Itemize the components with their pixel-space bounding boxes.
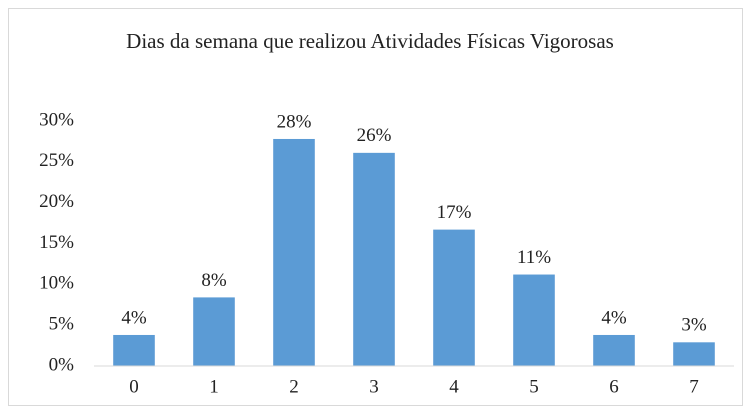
data-label: 3% xyxy=(681,315,707,336)
chart-title: Dias da semana que realizou Atividades F… xyxy=(126,29,614,53)
data-label: 17% xyxy=(437,202,472,223)
data-label: 8% xyxy=(201,270,227,291)
y-tick-label: 15% xyxy=(39,232,74,253)
x-tick-label: 0 xyxy=(129,376,139,397)
bar xyxy=(513,274,555,366)
data-label: 26% xyxy=(357,125,392,146)
y-tick-label: 30% xyxy=(39,109,74,130)
bar xyxy=(273,138,315,366)
y-tick-label: 20% xyxy=(39,191,74,212)
bar xyxy=(353,152,395,366)
y-tick-label: 0% xyxy=(49,354,75,375)
x-tick-label: 2 xyxy=(289,376,299,397)
x-tick-label: 6 xyxy=(609,376,619,397)
y-tick-label: 5% xyxy=(49,314,75,335)
x-tick-label: 4 xyxy=(449,376,459,397)
y-tick-label: 25% xyxy=(39,150,74,171)
x-tick-label: 3 xyxy=(369,376,379,397)
bar xyxy=(673,342,715,366)
bar xyxy=(433,229,475,366)
x-tick-label: 1 xyxy=(209,376,219,397)
data-label: 4% xyxy=(601,307,627,328)
x-tick-label: 5 xyxy=(529,376,539,397)
data-label: 4% xyxy=(121,307,147,328)
bar xyxy=(193,297,235,366)
data-label: 28% xyxy=(277,111,312,132)
y-tick-label: 10% xyxy=(39,273,74,294)
bar xyxy=(593,334,635,366)
data-label: 11% xyxy=(517,247,551,268)
bar xyxy=(113,334,155,366)
x-tick-label: 7 xyxy=(689,376,699,397)
